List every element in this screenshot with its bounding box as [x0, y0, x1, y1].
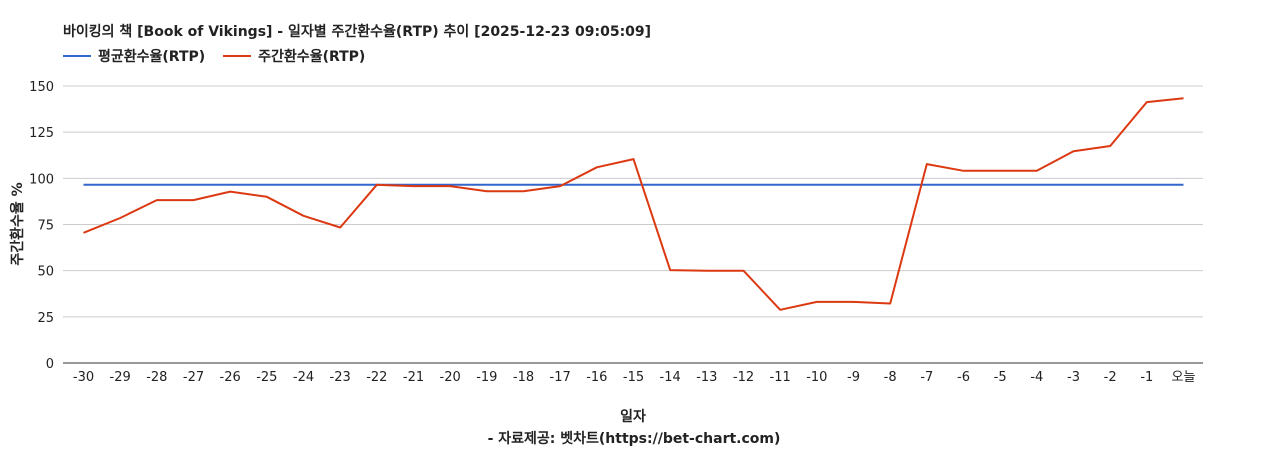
- chart-title: 바이킹의 책 [Book of Vikings] - 일자별 주간환수율(RTP…: [63, 24, 652, 40]
- y-tick-label: 150: [29, 80, 54, 95]
- x-tick-label: -28: [146, 370, 167, 385]
- x-tick-label: -4: [1030, 370, 1043, 385]
- x-tick-label: -24: [293, 370, 314, 385]
- x-tick-label: -25: [256, 370, 277, 385]
- y-tick-label: 25: [37, 311, 54, 326]
- x-tick-label: -2: [1104, 370, 1117, 385]
- x-tick-label: -18: [513, 370, 534, 385]
- x-tick-label: -17: [550, 370, 571, 385]
- x-tick-label: -30: [73, 370, 94, 385]
- legend-item-weekly[interactable]: 주간환수율(RTP): [223, 46, 365, 66]
- x-tick-label: -26: [220, 370, 241, 385]
- x-tick-label: 오늘: [1172, 370, 1196, 385]
- x-tick-label: -12: [733, 370, 754, 385]
- x-tick-label: -29: [110, 370, 131, 385]
- x-tick-label: -5: [994, 370, 1007, 385]
- x-tick-label: -6: [957, 370, 970, 385]
- x-tick-label: -8: [884, 370, 897, 385]
- x-tick-label: -15: [623, 370, 644, 385]
- x-tick-label: -1: [1140, 370, 1153, 385]
- x-tick-label: -3: [1067, 370, 1080, 385]
- x-tick-label: -16: [586, 370, 607, 385]
- y-tick-label: 50: [37, 265, 54, 280]
- legend-label-weekly: 주간환수율(RTP): [258, 49, 366, 65]
- y-tick-label: 0: [46, 357, 54, 372]
- y-tick-label: 100: [29, 172, 54, 187]
- legend-label-average: 평균환수율(RTP): [98, 49, 206, 65]
- y-axis-title: 주간환수율 %: [9, 182, 26, 265]
- x-tick-label: -19: [476, 370, 497, 385]
- legend: 평균환수율(RTP) 주간환수율(RTP): [63, 46, 383, 66]
- x-tick-label: -22: [366, 370, 387, 385]
- x-tick-label: -14: [660, 370, 681, 385]
- x-tick-label: -21: [403, 370, 424, 385]
- x-tick-label: -7: [920, 370, 933, 385]
- x-tick-label: -11: [770, 370, 791, 385]
- x-tick-label: -10: [806, 370, 827, 385]
- y-tick-label: 75: [37, 219, 54, 234]
- legend-item-average[interactable]: 평균환수율(RTP): [63, 46, 205, 66]
- x-tick-label: -27: [183, 370, 204, 385]
- x-tick-label: -13: [696, 370, 717, 385]
- x-tick-label: -20: [440, 370, 461, 385]
- legend-swatch-weekly: [223, 55, 252, 57]
- x-axis-title: 일자: [620, 409, 646, 425]
- legend-swatch-average: [63, 55, 91, 57]
- x-tick-label: -23: [330, 370, 351, 385]
- source-footer: - 자료제공: 벳차트(https://bet-chart.com): [487, 431, 781, 447]
- y-tick-label: 125: [29, 126, 54, 141]
- x-tick-label: -9: [847, 370, 860, 385]
- series-line-weekly: [83, 97, 1184, 311]
